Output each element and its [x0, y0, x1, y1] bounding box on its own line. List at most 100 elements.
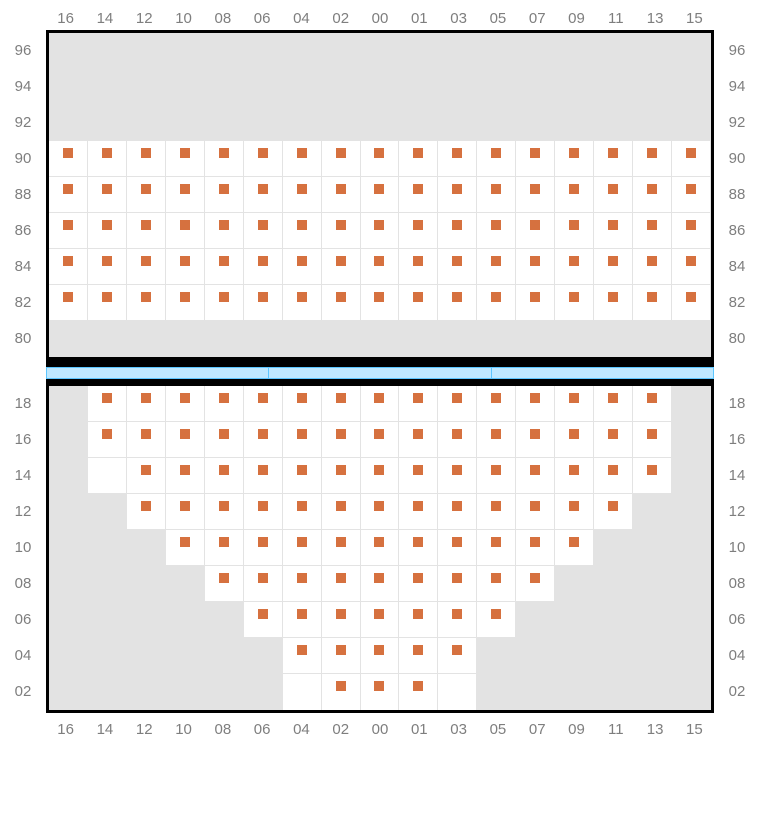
seat-available[interactable]	[555, 458, 594, 494]
seat-available[interactable]	[633, 458, 672, 494]
seat-available[interactable]	[166, 177, 205, 213]
seat-available[interactable]	[361, 530, 400, 566]
seat-available[interactable]	[244, 530, 283, 566]
seat-available[interactable]	[283, 177, 322, 213]
seat-available[interactable]	[399, 249, 438, 285]
seat-available[interactable]	[399, 602, 438, 638]
seat-available[interactable]	[205, 249, 244, 285]
seat-available[interactable]	[361, 566, 400, 602]
seat-available[interactable]	[633, 386, 672, 422]
seat-available[interactable]	[49, 141, 88, 177]
seat-available[interactable]	[438, 386, 477, 422]
seat-available[interactable]	[361, 285, 400, 321]
seat-available[interactable]	[283, 213, 322, 249]
seat-available[interactable]	[555, 249, 594, 285]
seat-available[interactable]	[438, 638, 477, 674]
seat-available[interactable]	[633, 177, 672, 213]
seat-available[interactable]	[283, 530, 322, 566]
seat-available[interactable]	[516, 249, 555, 285]
seat-available[interactable]	[283, 249, 322, 285]
seat-available[interactable]	[244, 458, 283, 494]
seat-available[interactable]	[438, 422, 477, 458]
seat-available[interactable]	[166, 213, 205, 249]
seat-available[interactable]	[322, 249, 361, 285]
seat-available[interactable]	[88, 177, 127, 213]
seat-available[interactable]	[322, 177, 361, 213]
seat-available[interactable]	[594, 458, 633, 494]
seat-available[interactable]	[399, 422, 438, 458]
seat-available[interactable]	[399, 530, 438, 566]
seat-available[interactable]	[205, 458, 244, 494]
seat-available[interactable]	[672, 285, 711, 321]
seat-available[interactable]	[322, 674, 361, 710]
seat-available[interactable]	[555, 494, 594, 530]
seat-available[interactable]	[361, 249, 400, 285]
seat-available[interactable]	[322, 494, 361, 530]
seat-available[interactable]	[555, 530, 594, 566]
seat-available[interactable]	[438, 494, 477, 530]
seat-available[interactable]	[477, 494, 516, 530]
seat-available[interactable]	[322, 458, 361, 494]
seat-available[interactable]	[127, 141, 166, 177]
seat-available[interactable]	[399, 386, 438, 422]
seat-available[interactable]	[399, 213, 438, 249]
seat-available[interactable]	[244, 213, 283, 249]
seat-available[interactable]	[399, 494, 438, 530]
seat-available[interactable]	[399, 566, 438, 602]
seat-available[interactable]	[672, 213, 711, 249]
seat-available[interactable]	[477, 285, 516, 321]
seat-available[interactable]	[244, 566, 283, 602]
seat-available[interactable]	[283, 638, 322, 674]
seat-available[interactable]	[361, 213, 400, 249]
seat-available[interactable]	[244, 386, 283, 422]
seat-available[interactable]	[166, 494, 205, 530]
seat-available[interactable]	[127, 177, 166, 213]
seat-available[interactable]	[477, 422, 516, 458]
seat-available[interactable]	[555, 177, 594, 213]
seat-available[interactable]	[49, 285, 88, 321]
seat-available[interactable]	[322, 141, 361, 177]
seat-available[interactable]	[399, 458, 438, 494]
seat-available[interactable]	[283, 141, 322, 177]
seat-available[interactable]	[633, 285, 672, 321]
seat-available[interactable]	[438, 141, 477, 177]
seat-available[interactable]	[516, 141, 555, 177]
seat-available[interactable]	[672, 141, 711, 177]
seat-available[interactable]	[516, 530, 555, 566]
seat-available[interactable]	[127, 213, 166, 249]
seat-available[interactable]	[438, 177, 477, 213]
seat-available[interactable]	[555, 386, 594, 422]
seat-available[interactable]	[594, 494, 633, 530]
seat-available[interactable]	[166, 249, 205, 285]
seat-available[interactable]	[361, 494, 400, 530]
seat-available[interactable]	[633, 213, 672, 249]
seat-available[interactable]	[438, 530, 477, 566]
seat-available[interactable]	[205, 213, 244, 249]
seat-available[interactable]	[516, 422, 555, 458]
seat-available[interactable]	[477, 249, 516, 285]
seat-available[interactable]	[244, 494, 283, 530]
seat-available[interactable]	[516, 566, 555, 602]
seat-available[interactable]	[361, 422, 400, 458]
seat-available[interactable]	[438, 213, 477, 249]
seat-available[interactable]	[88, 422, 127, 458]
seat-available[interactable]	[438, 285, 477, 321]
seat-available[interactable]	[516, 386, 555, 422]
seat-available[interactable]	[322, 386, 361, 422]
seat-available[interactable]	[322, 602, 361, 638]
seat-available[interactable]	[88, 386, 127, 422]
seat-available[interactable]	[399, 141, 438, 177]
seat-available[interactable]	[205, 530, 244, 566]
seat-available[interactable]	[477, 530, 516, 566]
seat-available[interactable]	[283, 285, 322, 321]
seat-available[interactable]	[438, 249, 477, 285]
seat-available[interactable]	[361, 638, 400, 674]
seat-available[interactable]	[88, 213, 127, 249]
seat-available[interactable]	[399, 638, 438, 674]
seat-available[interactable]	[672, 249, 711, 285]
seat-available[interactable]	[438, 602, 477, 638]
seat-available[interactable]	[516, 494, 555, 530]
seat-available[interactable]	[244, 141, 283, 177]
seat-available[interactable]	[477, 566, 516, 602]
seat-available[interactable]	[399, 674, 438, 710]
